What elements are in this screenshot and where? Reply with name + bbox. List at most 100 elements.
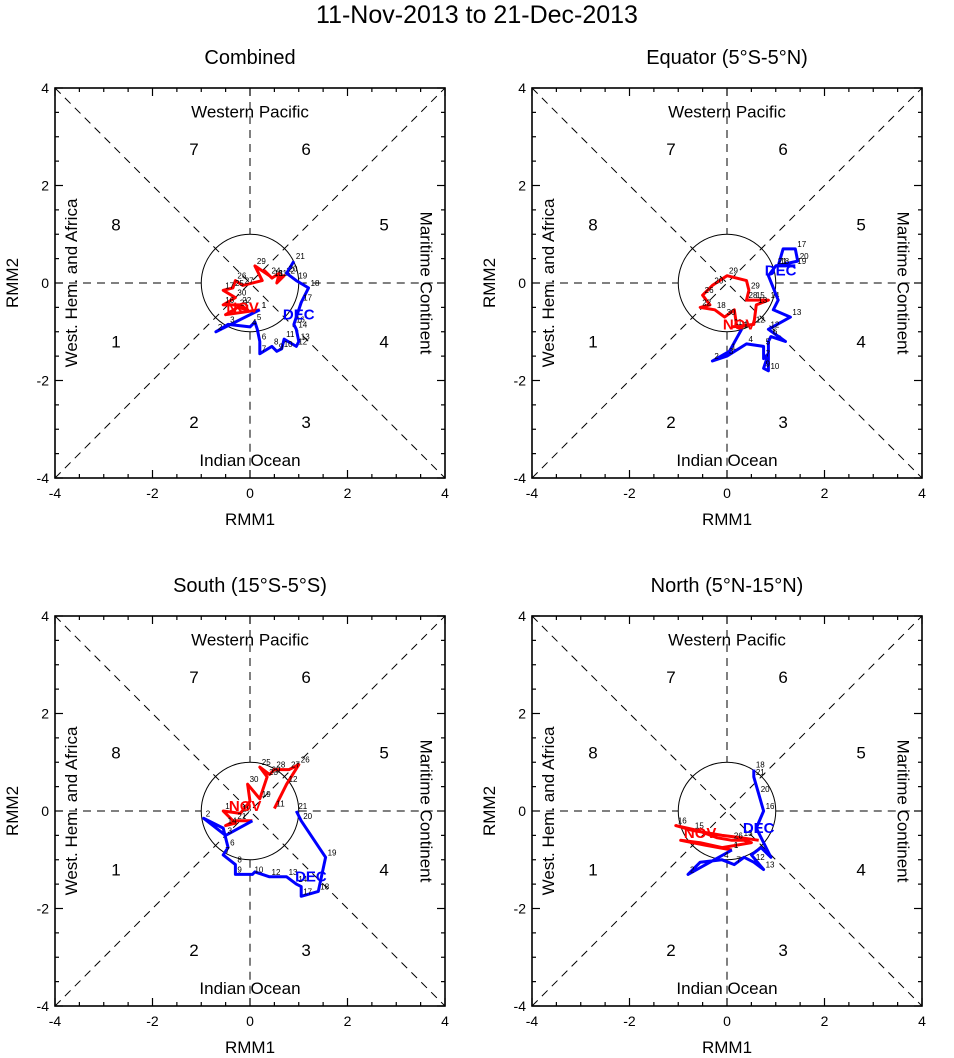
day-label: 18 bbox=[311, 279, 320, 288]
dec-trajectory bbox=[202, 810, 328, 898]
day-label: 9 bbox=[766, 359, 771, 368]
day-label: 25 bbox=[235, 279, 244, 288]
day-label: 17 bbox=[303, 294, 312, 303]
x-tick-label: -2 bbox=[623, 1013, 636, 1029]
panel-equator: Equator (5°S-5°N) -4 -2 0 2 4 -4 -2 0 2 4 RMM1 RMM2 W… bbox=[480, 47, 926, 529]
day-label: 20 bbox=[800, 252, 809, 261]
y-tick-label: -4 bbox=[514, 998, 527, 1014]
month-label-nov: NOV bbox=[723, 316, 756, 333]
day-label: 18 bbox=[717, 301, 726, 310]
y-tick-label: -2 bbox=[514, 901, 527, 917]
diagonal-line bbox=[54, 615, 446, 1007]
day-label: 4 bbox=[252, 318, 257, 327]
phase-label: 8 bbox=[588, 216, 597, 235]
y-tick-label: 0 bbox=[518, 803, 526, 819]
phase-label: 6 bbox=[301, 140, 310, 159]
phase-label: 7 bbox=[189, 140, 198, 159]
day-label: 20 bbox=[303, 812, 312, 821]
region-label-right: Maritime Continent bbox=[417, 212, 436, 355]
day-label: 13 bbox=[766, 861, 775, 870]
day-label: 7 bbox=[225, 846, 230, 855]
day-label: 5 bbox=[766, 337, 771, 346]
region-label-left: West. Hem. and Africa bbox=[62, 198, 81, 367]
day-label: 12 bbox=[272, 868, 281, 877]
phase-label: 3 bbox=[778, 941, 787, 960]
day-label: 26 bbox=[705, 286, 714, 295]
region-label-bottom: Indian Ocean bbox=[199, 451, 300, 470]
phase-label: 2 bbox=[189, 941, 198, 960]
day-label: 3 bbox=[230, 315, 235, 324]
day-label: 8 bbox=[274, 337, 279, 346]
x-tick-label: 2 bbox=[821, 485, 829, 501]
day-label: 1 bbox=[744, 320, 749, 329]
day-label: 6 bbox=[773, 328, 778, 337]
y-axis-label: RMM2 bbox=[480, 258, 499, 308]
day-label: 21 bbox=[756, 768, 765, 777]
region-label-right: Maritime Continent bbox=[894, 740, 913, 883]
day-label: 6 bbox=[262, 333, 267, 342]
day-label: 1 bbox=[734, 841, 739, 850]
phase-label: 1 bbox=[588, 333, 597, 352]
day-label: 29 bbox=[257, 257, 266, 266]
x-axis-label: RMM1 bbox=[702, 1038, 752, 1057]
y-tick-label: 0 bbox=[41, 803, 49, 819]
diagonal-line bbox=[54, 87, 446, 479]
day-label: 1 bbox=[225, 802, 230, 811]
phase-label: 7 bbox=[666, 140, 675, 159]
day-label: 14 bbox=[298, 875, 307, 884]
day-label: 20 bbox=[714, 276, 723, 285]
y-tick-label: 0 bbox=[41, 275, 49, 291]
day-label: 15 bbox=[695, 822, 704, 831]
x-tick-label: 0 bbox=[246, 485, 254, 501]
day-label: 11 bbox=[279, 269, 288, 278]
phase-label: 4 bbox=[379, 333, 388, 352]
day-label: 18 bbox=[320, 882, 329, 891]
day-label: 10 bbox=[770, 362, 779, 371]
phase-label: 7 bbox=[666, 668, 675, 687]
day-label: 12 bbox=[756, 315, 765, 324]
x-tick-label: 2 bbox=[344, 485, 352, 501]
x-tick-label: -2 bbox=[146, 485, 159, 501]
y-tick-label: 4 bbox=[41, 80, 49, 96]
day-label: 7 bbox=[766, 350, 771, 359]
phase-label: 3 bbox=[778, 413, 787, 432]
day-label: 1 bbox=[734, 841, 739, 850]
day-label: 29 bbox=[751, 281, 760, 290]
panel-north: North (5°N-15°N) -4 -2 0 2 4 -4 -2 0 2 4 RMM1 RMM2 We… bbox=[480, 575, 926, 1057]
month-label-dec: DEC bbox=[295, 869, 327, 886]
panel-title: South (15°S-5°S) bbox=[173, 575, 327, 597]
nov-trajectory bbox=[674, 824, 759, 852]
day-label: 13 bbox=[274, 269, 283, 278]
day-label: 27 bbox=[245, 276, 254, 285]
day-label: 18 bbox=[756, 761, 765, 770]
day-label: 29 bbox=[729, 267, 738, 276]
unit-circle bbox=[200, 761, 300, 861]
panel-title: Combined bbox=[204, 47, 295, 69]
y-axis-label: RMM2 bbox=[480, 786, 499, 836]
region-label-left: West. Hem. and Africa bbox=[539, 198, 558, 367]
day-label: 10 bbox=[254, 865, 263, 874]
y-tick-label: -4 bbox=[514, 470, 527, 486]
day-label: 22 bbox=[242, 296, 251, 305]
day-label: 21 bbox=[240, 298, 249, 307]
day-label: 28 bbox=[749, 291, 758, 300]
day-label: 19 bbox=[797, 257, 806, 266]
region-label-left: West. Hem. and Africa bbox=[62, 726, 81, 895]
region-label-right: Maritime Continent bbox=[894, 212, 913, 355]
y-tick-label: 2 bbox=[518, 706, 526, 722]
day-label: 12 bbox=[770, 320, 779, 329]
day-label: 13 bbox=[758, 296, 767, 305]
region-label-top: Western Pacific bbox=[191, 102, 309, 121]
day-label: 2 bbox=[206, 809, 211, 818]
x-tick-label: -4 bbox=[526, 485, 539, 501]
dec-trajectory bbox=[686, 769, 773, 876]
day-label: 19 bbox=[262, 790, 271, 799]
phase-label: 6 bbox=[301, 668, 310, 687]
region-label-bottom: Indian Ocean bbox=[676, 979, 777, 998]
x-tick-label: -2 bbox=[623, 485, 636, 501]
y-tick-label: -2 bbox=[514, 373, 527, 389]
x-tick-label: -4 bbox=[49, 485, 62, 501]
phase-label: 2 bbox=[666, 941, 675, 960]
day-label: 21 bbox=[296, 252, 305, 261]
day-label: 16 bbox=[766, 802, 775, 811]
